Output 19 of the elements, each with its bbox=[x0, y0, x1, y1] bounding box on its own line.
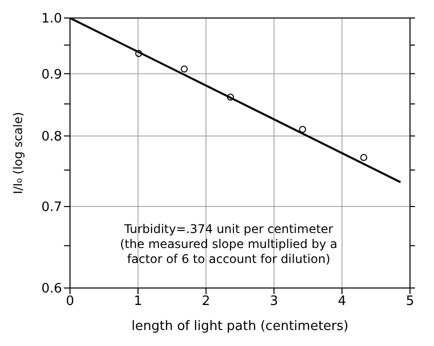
point bbox=[180, 66, 188, 73]
point bbox=[226, 94, 234, 101]
x-tick-label: 1 bbox=[134, 294, 142, 310]
point bbox=[360, 154, 368, 162]
x-tick-label: 2 bbox=[202, 294, 210, 310]
y-tick-label: 0.9 bbox=[41, 67, 62, 82]
y-tick-label: 0.6 bbox=[41, 282, 62, 297]
y-axis-title: I/I₀ (log scale) bbox=[11, 112, 25, 194]
annotation: Turbidity=.374 unit per centimeter (the measured slope multiplied by a factor of 6 to account for dilution) bbox=[120, 222, 338, 267]
point bbox=[299, 126, 306, 133]
x-tick-label: 5 bbox=[406, 294, 414, 310]
x-tick-label: 3 bbox=[270, 294, 278, 310]
point bbox=[135, 50, 142, 58]
x-tick-label: 4 bbox=[338, 294, 346, 310]
y-tick-label: 0.8 bbox=[41, 130, 62, 145]
y-tick-label: 1.0 bbox=[41, 12, 62, 27]
y-tick-label: 0.7 bbox=[41, 200, 62, 216]
x-axis-title: length of light path (centimeters) bbox=[132, 319, 348, 334]
x-tick-label: 0 bbox=[66, 294, 74, 310]
